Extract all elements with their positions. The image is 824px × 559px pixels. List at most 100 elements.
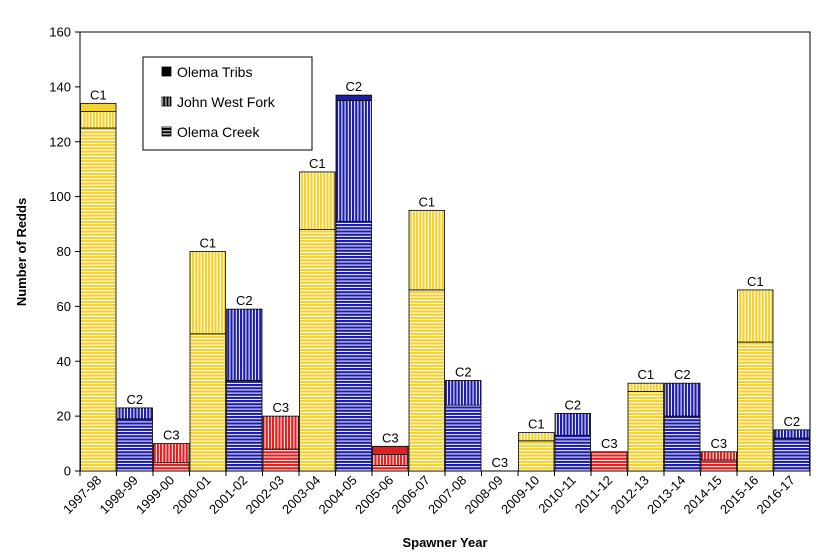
y-tick-label: 160 — [49, 25, 71, 40]
bar-label: C1 — [637, 367, 654, 382]
y-tick-label: 60 — [57, 299, 71, 314]
bar-segment — [189, 251, 226, 335]
y-tick-label: 120 — [49, 134, 71, 149]
bar-segment — [299, 171, 336, 230]
y-tick-label: 0 — [64, 464, 71, 479]
legend-swatch — [161, 96, 172, 107]
bar-label: C3 — [272, 400, 289, 415]
bar-label: C2 — [783, 414, 800, 429]
bar-segment — [591, 451, 628, 472]
bar-segment — [299, 229, 336, 472]
bar-label: C2 — [126, 392, 143, 407]
x-tick-label: 2006-07 — [389, 473, 433, 517]
bar-segment — [116, 407, 153, 420]
bar-segment — [372, 465, 409, 472]
bar-segment — [335, 220, 372, 472]
bar-label: C1 — [90, 87, 107, 102]
bar-segment — [664, 382, 701, 417]
x-axis-title: Spawner Year — [402, 535, 487, 550]
bar-segment — [408, 209, 445, 291]
x-tick-label: 2007-08 — [425, 473, 469, 517]
y-tick-label: 40 — [57, 354, 71, 369]
bar-segment — [627, 391, 664, 472]
x-tick-label: 1997-98 — [60, 473, 104, 517]
bar-segment — [153, 443, 190, 464]
y-tick-label: 140 — [49, 79, 71, 94]
bar-segment — [80, 111, 117, 129]
y-tick-label: 20 — [57, 409, 71, 424]
bar-segment — [664, 415, 701, 472]
legend-swatch — [161, 126, 172, 137]
legend: Olema Tribs John West Fork Olema Creek — [142, 56, 313, 151]
bar-label: C3 — [382, 430, 399, 445]
y-tick-label: 80 — [57, 244, 71, 259]
bar-segment — [80, 102, 117, 112]
bar-segment — [262, 448, 299, 472]
bar-segment — [445, 380, 482, 406]
bar-label: C3 — [710, 436, 727, 451]
bar-segment — [627, 382, 664, 392]
bar-segment — [408, 289, 445, 472]
bar-segment — [445, 404, 482, 472]
bar-label: C1 — [418, 194, 435, 209]
legend-swatch — [161, 66, 172, 77]
bar-segment — [737, 289, 774, 343]
bar-segment — [773, 429, 810, 439]
x-tick-label: 2008-09 — [462, 473, 506, 517]
bar-label: C2 — [674, 367, 691, 382]
bar-segment — [554, 412, 591, 436]
x-tick-label: 2004-05 — [316, 473, 360, 517]
bar-label: C2 — [564, 397, 581, 412]
bar-segment — [116, 418, 153, 472]
bar-segment — [226, 380, 263, 472]
y-axis-title: Number of Redds — [14, 198, 29, 306]
bar-segment — [518, 432, 555, 442]
bar-segment — [335, 100, 372, 222]
bar-segment — [262, 415, 299, 450]
x-tick-label: 2016-17 — [754, 473, 798, 517]
bar-segment — [335, 94, 372, 101]
bar-segment — [737, 341, 774, 472]
x-tick-label: 2014-15 — [681, 473, 725, 517]
bar-segment — [80, 127, 117, 472]
x-tick-label: 1998-99 — [97, 473, 141, 517]
legend-label: John West Fork — [177, 94, 276, 110]
legend-label: Olema Creek — [177, 124, 260, 140]
x-tick-label: 2015-16 — [717, 473, 761, 517]
x-tick-label: 1999-00 — [133, 473, 177, 517]
x-tick-label: 2009-10 — [498, 473, 542, 517]
bar-segment — [372, 445, 409, 455]
bar-label: C2 — [345, 79, 362, 94]
bar-label: C1 — [747, 274, 764, 289]
bar-segment — [226, 308, 263, 381]
x-tick-label: 2010-11 — [535, 473, 579, 517]
x-tick-label: 2013-14 — [644, 473, 688, 517]
bar-segment — [554, 434, 591, 472]
x-tick-label: 2000-01 — [170, 473, 214, 517]
bar-label: C1 — [309, 156, 326, 171]
bar-segment — [372, 454, 409, 466]
bar-segment — [189, 333, 226, 472]
bar-label: C1 — [199, 236, 216, 251]
bar-segment — [700, 459, 737, 472]
bar-label: C1 — [528, 417, 545, 432]
bar-segment — [153, 462, 190, 472]
legend-label: Olema Tribs — [177, 64, 252, 80]
y-tick-label: 100 — [49, 189, 71, 204]
x-tick-label: 2011-12 — [572, 473, 616, 517]
bar-label: C2 — [455, 364, 472, 379]
bar-label: C3 — [491, 455, 508, 470]
bar-segment — [518, 440, 555, 472]
x-tick-label: 2001-02 — [206, 473, 250, 517]
x-tick-label: 2005-06 — [352, 473, 396, 517]
bar-label: C2 — [236, 293, 253, 308]
bar-segment — [700, 451, 737, 461]
bar-segment — [773, 437, 810, 472]
x-tick-label: 2012-13 — [608, 473, 652, 517]
bar-label: C3 — [601, 436, 618, 451]
x-tick-label: 2003-04 — [279, 473, 323, 517]
x-tick-label: 2002-03 — [243, 473, 287, 517]
bar-label: C3 — [163, 428, 180, 443]
